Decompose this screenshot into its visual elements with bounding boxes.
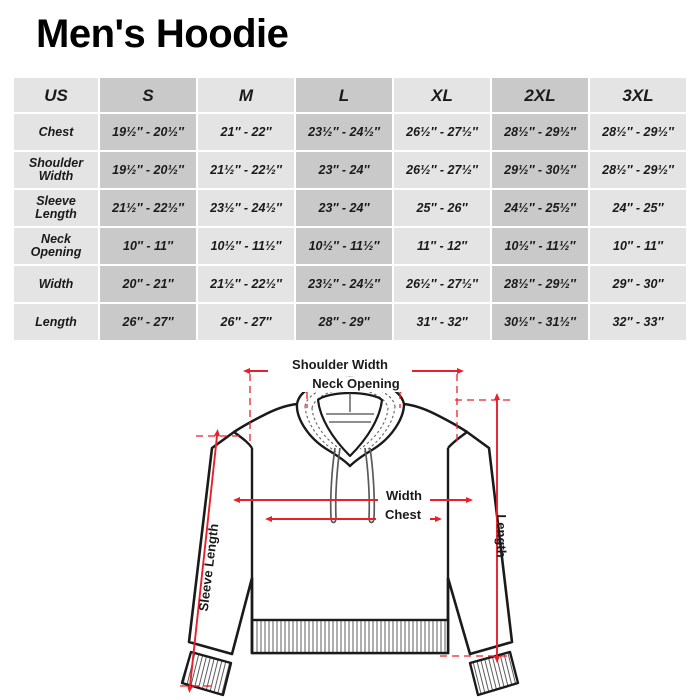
cell-neck-opening-xl: 11″ - 12″ [394, 228, 490, 264]
header-cell-xl: XL [394, 78, 490, 112]
table-row: Length 26″ - 27″ 26″ - 27″ 28″ - 29″ 31″… [14, 304, 686, 340]
row-label-shoulder-width: Shoulder Width [14, 152, 98, 188]
cell-sleeve-length-m: 23½″ - 24½″ [198, 190, 294, 226]
hoodie-measurement-diagram: Shoulder Width Neck Opening Width Chest … [0, 356, 700, 700]
cell-neck-opening-s: 10″ - 11″ [100, 228, 196, 264]
drawstrings [329, 447, 376, 524]
label-shoulder-width: Shoulder Width [292, 357, 388, 372]
row-label-line: Length [35, 207, 77, 221]
cell-chest-l: 23½″ - 24½″ [296, 114, 392, 150]
cell-chest-3xl: 28½″ - 29½″ [590, 114, 686, 150]
cell-length-s: 26″ - 27″ [100, 304, 196, 340]
cell-neck-opening-2xl: 10½″ - 11½″ [492, 228, 588, 264]
row-label-length: Length [14, 304, 98, 340]
row-label-line: Neck [41, 232, 71, 246]
cell-width-m: 21½″ - 22½″ [198, 266, 294, 302]
table-row: Sleeve Length 21½″ - 22½″ 23½″ - 24½″ 23… [14, 190, 686, 226]
row-label-neck-opening: Neck Opening [14, 228, 98, 264]
cell-shoulder-width-l: 23″ - 24″ [296, 152, 392, 188]
cell-shoulder-width-xl: 26½″ - 27½″ [394, 152, 490, 188]
cell-shoulder-width-s: 19½″ - 20½″ [100, 152, 196, 188]
table-row: Width 20″ - 21″ 21½″ - 22½″ 23½″ - 24½″ … [14, 266, 686, 302]
cell-neck-opening-m: 10½″ - 11½″ [198, 228, 294, 264]
cell-chest-xl: 26½″ - 27½″ [394, 114, 490, 150]
cell-chest-m: 21″ - 22″ [198, 114, 294, 150]
cell-sleeve-length-2xl: 24½″ - 25½″ [492, 190, 588, 226]
cell-width-xl: 26½″ - 27½″ [394, 266, 490, 302]
label-length: Length [494, 514, 509, 557]
cell-width-s: 20″ - 21″ [100, 266, 196, 302]
cell-shoulder-width-m: 21½″ - 22½″ [198, 152, 294, 188]
cell-shoulder-width-2xl: 29½″ - 30½″ [492, 152, 588, 188]
row-label-line: Width [38, 276, 74, 291]
cell-sleeve-length-s: 21½″ - 22½″ [100, 190, 196, 226]
cell-neck-opening-3xl: 10″ - 11″ [590, 228, 686, 264]
cell-chest-2xl: 28½″ - 29½″ [492, 114, 588, 150]
neck-band-lines [326, 393, 374, 423]
row-label-line: Width [38, 169, 74, 183]
cell-sleeve-length-xl: 25″ - 26″ [394, 190, 490, 226]
cell-neck-opening-l: 10½″ - 11½″ [296, 228, 392, 264]
header-cell-2xl: 2XL [492, 78, 588, 112]
cell-sleeve-length-3xl: 24″ - 25″ [590, 190, 686, 226]
row-label-chest: Chest [14, 114, 98, 150]
label-width: Width [386, 488, 422, 503]
table-header-row: US S M L XL 2XL 3XL [14, 78, 686, 112]
cell-length-m: 26″ - 27″ [198, 304, 294, 340]
row-label-line: Length [35, 314, 77, 329]
cell-length-2xl: 30½″ - 31½″ [492, 304, 588, 340]
cell-width-l: 23½″ - 24½″ [296, 266, 392, 302]
header-cell-us: US [14, 78, 98, 112]
cell-sleeve-length-l: 23″ - 24″ [296, 190, 392, 226]
cell-length-xl: 31″ - 32″ [394, 304, 490, 340]
cell-width-3xl: 29″ - 30″ [590, 266, 686, 302]
size-chart-table: US S M L XL 2XL 3XL Chest 19½″ - 20½″ 21… [12, 76, 688, 342]
row-label-line: Shoulder [28, 156, 84, 170]
table-row: Chest 19½″ - 20½″ 21″ - 22″ 23½″ - 24½″ … [14, 114, 686, 150]
neck-opening-shape [316, 391, 384, 458]
cell-length-3xl: 32″ - 33″ [590, 304, 686, 340]
table-row: Neck Opening 10″ - 11″ 10½″ - 11½″ 10½″ … [14, 228, 686, 264]
page-title: Men's Hoodie [36, 12, 289, 56]
header-cell-m: M [198, 78, 294, 112]
cell-chest-s: 19½″ - 20½″ [100, 114, 196, 150]
header-cell-s: S [100, 78, 196, 112]
hem-ribbing [250, 618, 450, 655]
row-label-line: Opening [30, 245, 82, 259]
cell-width-2xl: 28½″ - 29½″ [492, 266, 588, 302]
left-cuff-ribbing [180, 650, 233, 697]
cell-length-l: 28″ - 29″ [296, 304, 392, 340]
right-cuff-ribbing [468, 650, 520, 697]
label-neck-opening: Neck Opening [312, 376, 399, 391]
row-label-line: Sleeve [36, 194, 76, 208]
label-chest: Chest [385, 507, 422, 522]
row-label-width: Width [14, 266, 98, 302]
cell-shoulder-width-3xl: 28½″ - 29½″ [590, 152, 686, 188]
table-row: Shoulder Width 19½″ - 20½″ 21½″ - 22½″ 2… [14, 152, 686, 188]
header-cell-l: L [296, 78, 392, 112]
row-label-line: Chest [38, 124, 74, 139]
sleeve-length-arrow [187, 429, 220, 693]
row-label-sleeve-length: Sleeve Length [14, 190, 98, 226]
header-cell-3xl: 3XL [590, 78, 686, 112]
